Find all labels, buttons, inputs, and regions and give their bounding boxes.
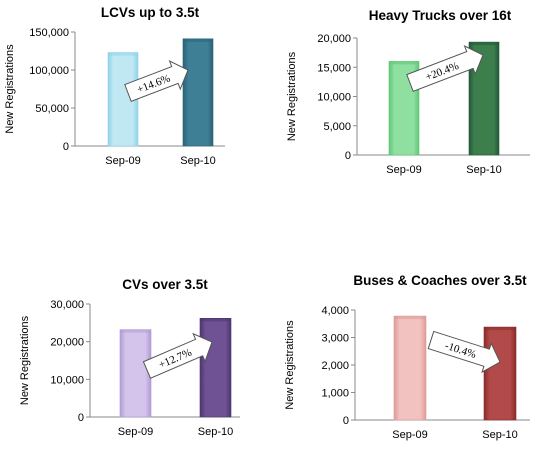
y-tick-label: 5,000 bbox=[323, 121, 351, 133]
chart-panel: LCVs up to 3.5t New Registrations 0 50,000 1… bbox=[4, 5, 225, 167]
change-arrow: +12.7% bbox=[142, 332, 213, 379]
x-category-label: Sep-09 bbox=[392, 429, 427, 441]
x-category-label: Sep-10 bbox=[466, 164, 501, 176]
y-tick-label: 30,000 bbox=[50, 299, 84, 311]
y-tick-label: 20,000 bbox=[317, 33, 351, 45]
y-tick-label: 15,000 bbox=[317, 62, 351, 74]
x-category-label: Sep-09 bbox=[105, 155, 140, 167]
bar-top-edge bbox=[484, 327, 516, 331]
y-tick-label: 20,000 bbox=[50, 337, 84, 349]
y-tick-label: 2,000 bbox=[321, 360, 349, 372]
y-tick-label: 3,000 bbox=[321, 333, 349, 345]
bar bbox=[119, 329, 152, 418]
y-axis-label: New Registrations bbox=[4, 44, 16, 134]
x-category-label: Sep-10 bbox=[198, 426, 233, 438]
bar bbox=[483, 326, 517, 421]
y-tick-label: 50,000 bbox=[35, 103, 69, 115]
y-tick-label: 0 bbox=[345, 150, 351, 162]
chart-title: LCVs up to 3.5t bbox=[101, 5, 200, 20]
chart-title: CVs over 3.5t bbox=[122, 277, 208, 292]
bar-top-edge bbox=[389, 61, 419, 65]
y-tick-label: 10,000 bbox=[50, 374, 84, 386]
chart-title: Heavy Trucks over 16t bbox=[369, 8, 512, 23]
x-category-label: Sep-09 bbox=[386, 164, 421, 176]
bar bbox=[199, 318, 232, 418]
x-category-label: Sep-10 bbox=[482, 429, 517, 441]
y-tick-label: 0 bbox=[78, 412, 84, 424]
bar bbox=[182, 38, 214, 147]
y-tick-label: 10,000 bbox=[317, 92, 351, 104]
bar-top-edge bbox=[120, 329, 151, 333]
y-tick-label: 0 bbox=[63, 141, 69, 153]
y-axis-label: New Registrations bbox=[284, 320, 296, 410]
arrow-shape bbox=[124, 59, 189, 103]
chart-title: Buses & Coaches over 3.5t bbox=[353, 273, 527, 288]
chart-panel: Heavy Trucks over 16t New Registrations 0 5… bbox=[286, 8, 530, 176]
y-axis-label: New Registrations bbox=[19, 315, 31, 405]
chart-panel: CVs over 3.5t New Registrations 0 10,000 20,… bbox=[19, 277, 240, 438]
arrow-shape bbox=[427, 330, 501, 374]
arrow-shape bbox=[142, 332, 213, 379]
y-tick-label: 0 bbox=[343, 415, 349, 427]
bar-top-edge bbox=[108, 52, 138, 56]
y-tick-label: 150,000 bbox=[29, 27, 69, 39]
bar-top-edge bbox=[469, 42, 499, 46]
y-axis-label: New Registrations bbox=[286, 51, 298, 141]
bar bbox=[393, 315, 427, 421]
bar-top-edge bbox=[394, 316, 426, 320]
bar-top-edge bbox=[183, 38, 213, 42]
x-category-label: Sep-10 bbox=[180, 155, 215, 167]
y-tick-label: 100,000 bbox=[29, 65, 69, 77]
change-arrow: -10.4% bbox=[427, 330, 501, 374]
y-tick-label: 4,000 bbox=[321, 305, 349, 317]
x-category-label: Sep-09 bbox=[118, 426, 153, 438]
chart-panel: Buses & Coaches over 3.5t New Registratio… bbox=[284, 273, 530, 441]
y-tick-label: 1,000 bbox=[321, 388, 349, 400]
arrow-shape bbox=[406, 45, 484, 93]
bar-top-edge bbox=[200, 318, 231, 322]
